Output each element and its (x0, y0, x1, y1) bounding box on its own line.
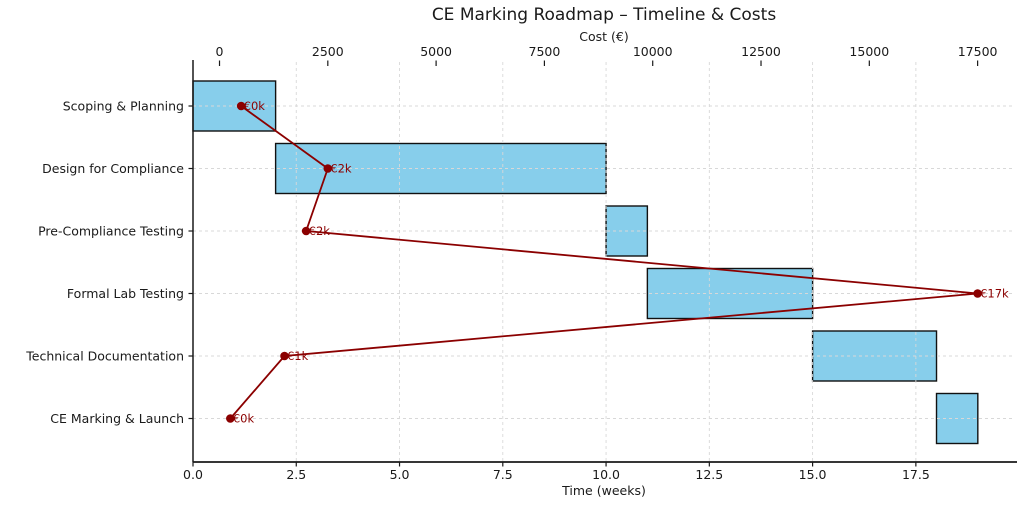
top-tick-label: 7500 (529, 44, 561, 59)
cost-line (229, 105, 978, 420)
cost-point-label: €17k (980, 287, 1009, 301)
cost-point (236, 101, 246, 111)
bottom-tick-label: 0.0 (183, 467, 203, 482)
top-tick-label: 10000 (633, 44, 673, 59)
bottom-tick-label: 2.5 (286, 467, 306, 482)
category-label: Technical Documentation (25, 348, 184, 363)
bottom-tick-label: 10.0 (592, 467, 620, 482)
category-label: Design for Compliance (42, 161, 184, 176)
category-label: Scoping & Planning (63, 98, 184, 113)
cost-point-label: €2k (309, 224, 331, 238)
bottom-tick-label: 15.0 (799, 467, 827, 482)
cost-point (301, 226, 311, 236)
cost-point-label: €2k (330, 162, 352, 176)
top-tick-label: 2500 (312, 44, 344, 59)
chart-title: CE Marking Roadmap – Timeline & Costs (431, 5, 777, 25)
bottom-tick-label: 7.5 (493, 467, 513, 482)
bottom-tick-label: 17.5 (902, 467, 930, 482)
top-axis-label: Cost (€) (579, 29, 629, 44)
cost-point-label: €1k (287, 349, 309, 363)
cost-point (323, 164, 333, 173)
category-label: Formal Lab Testing (67, 286, 184, 301)
bottom-tick-label: 12.5 (695, 467, 723, 482)
top-tick-label: 17500 (958, 44, 998, 59)
top-tick-label: 15000 (849, 44, 889, 59)
category-label: Pre-Compliance Testing (38, 223, 184, 238)
top-tick-label: 0 (216, 44, 224, 59)
bottom-tick-label: 5.0 (390, 467, 410, 482)
bottom-axis-label: Time (weeks) (562, 483, 646, 498)
top-tick-label: 5000 (420, 44, 452, 59)
top-tick-label: 12500 (741, 44, 781, 59)
cost-point-label: €0k (233, 412, 255, 426)
category-label: CE Marking & Launch (50, 411, 184, 426)
cost-point (226, 414, 235, 423)
cost-point (280, 351, 289, 361)
cost-point-label: €0k (244, 99, 266, 113)
cost-point (973, 289, 982, 298)
